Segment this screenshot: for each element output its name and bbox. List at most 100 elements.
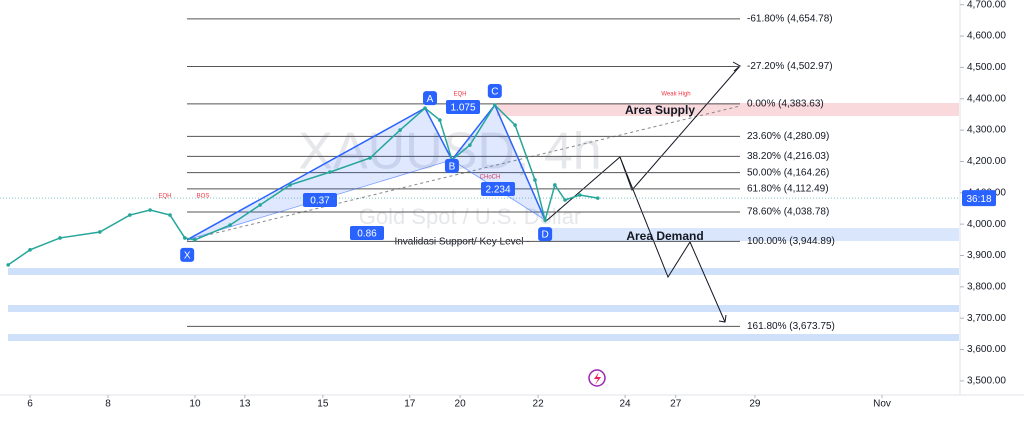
projection-down (619, 156, 726, 323)
countdown: 36:18 (966, 194, 991, 205)
y-tick-label: 4,000.00 (967, 219, 1006, 230)
price-point (398, 128, 402, 132)
price-point (58, 236, 62, 240)
price-point (168, 213, 172, 217)
zone-band (8, 268, 959, 275)
point-label: C (491, 87, 498, 98)
marker: Weak High (661, 92, 690, 98)
y-tick-label: 4,300.00 (967, 125, 1006, 136)
price-point (563, 198, 567, 202)
pattern-fill (451, 105, 546, 221)
price-point (423, 106, 427, 110)
x-tick-label: 22 (533, 399, 545, 410)
y-tick-label: 3,700.00 (967, 313, 1006, 324)
point-label: X (184, 250, 191, 261)
y-tick-label: 3,600.00 (967, 344, 1006, 355)
supply-zone (497, 103, 959, 116)
ratio-box (303, 193, 337, 207)
y-tick-label: 3,500.00 (967, 376, 1006, 387)
y-tick-label: 4,700.00 (967, 0, 1006, 10)
point-label-box (444, 158, 459, 173)
point-label-box (180, 247, 195, 262)
x-tick-label: 27 (670, 399, 682, 410)
zone-band (8, 305, 959, 312)
point-label-box (487, 84, 502, 99)
pattern-fill (187, 108, 452, 240)
x-tick-label: 17 (404, 399, 416, 410)
price-point (193, 238, 197, 242)
price-point (148, 208, 152, 212)
marker: EQH (453, 92, 466, 98)
fib-label: 23.60% (4,280.09) (747, 131, 829, 142)
price-point (28, 248, 32, 252)
key-level-label: Invalidasi Support/ Key Level - (394, 237, 529, 248)
zones (8, 103, 959, 341)
x-tick-label: 6 (27, 399, 33, 410)
price-point (543, 218, 547, 222)
price-point (228, 223, 232, 227)
point-label-box (423, 91, 438, 106)
ratio-label: 0.37 (310, 196, 330, 207)
price-point (98, 230, 102, 234)
price-point (6, 263, 10, 267)
y-tick-label: 3,900.00 (967, 250, 1006, 261)
price-point (493, 103, 497, 107)
x-tick-label: 10 (189, 399, 201, 410)
x-tick-label: 15 (317, 399, 329, 410)
fib-label: 38.20% (4,216.03) (747, 151, 829, 162)
price-point (468, 143, 472, 147)
ratio-label: 0.86 (357, 229, 377, 240)
ratio-label: 2.234 (485, 185, 510, 196)
x-tick-label: 8 (105, 399, 111, 410)
price-point (578, 193, 582, 197)
fib-label: 0.00% (4,383.63) (747, 99, 824, 110)
price-point (328, 170, 332, 174)
price-point (513, 123, 517, 127)
supply-label: Area Supply (625, 103, 695, 117)
price-point (183, 236, 187, 240)
point-label: D (542, 230, 549, 241)
point-label: B (449, 162, 456, 173)
projection-up (544, 65, 741, 223)
x-tick-label: 24 (619, 399, 631, 410)
x-tick-label: Nov (873, 399, 891, 410)
fib-label: 78.60% (4,038.78) (747, 207, 829, 218)
y-tick-label: 4,500.00 (967, 62, 1006, 73)
ratio-label: 1.075 (450, 103, 475, 114)
y-tick-label: 3,800.00 (967, 281, 1006, 292)
price-point (258, 203, 262, 207)
demand-label: Area Demand (626, 229, 703, 243)
point-label-box (538, 227, 553, 242)
x-tick-label: 20 (455, 399, 467, 410)
y-tick-label: 4,600.00 (967, 31, 1006, 42)
zone-band (8, 334, 959, 341)
x-tick-label: 13 (239, 399, 251, 410)
price-point (438, 118, 442, 122)
price-point (368, 156, 372, 160)
fib-label: 50.00% (4,164.26) (747, 167, 829, 178)
fib-label: 161.80% (3,673.75) (747, 321, 835, 332)
price-point (533, 178, 537, 182)
ratio-box (350, 226, 384, 240)
fib-label: 61.80% (4,112.49) (747, 184, 829, 195)
price-point (128, 213, 132, 217)
y-tick-label: 4,200.00 (967, 156, 1006, 167)
point-label: A (427, 94, 434, 105)
fib-label: -27.20% (4,502.97) (747, 61, 833, 72)
ratio-box (481, 182, 515, 196)
x-tick-label: 29 (749, 399, 761, 410)
y-tick-label: 4,400.00 (967, 93, 1006, 104)
marker: CHoCH (480, 175, 501, 181)
marker: BOS (197, 194, 210, 200)
ratio-box (446, 100, 480, 114)
demand-zone (545, 228, 959, 241)
price-point (553, 183, 557, 187)
arrow-head (718, 314, 727, 323)
countdown-box (962, 190, 996, 207)
flash-icon[interactable] (588, 369, 606, 387)
fib-label: -61.80% (4,654.78) (747, 14, 833, 25)
fib-label: 100.00% (3,944.89) (747, 236, 835, 247)
marker: EQH (158, 194, 171, 200)
price-point (288, 183, 292, 187)
